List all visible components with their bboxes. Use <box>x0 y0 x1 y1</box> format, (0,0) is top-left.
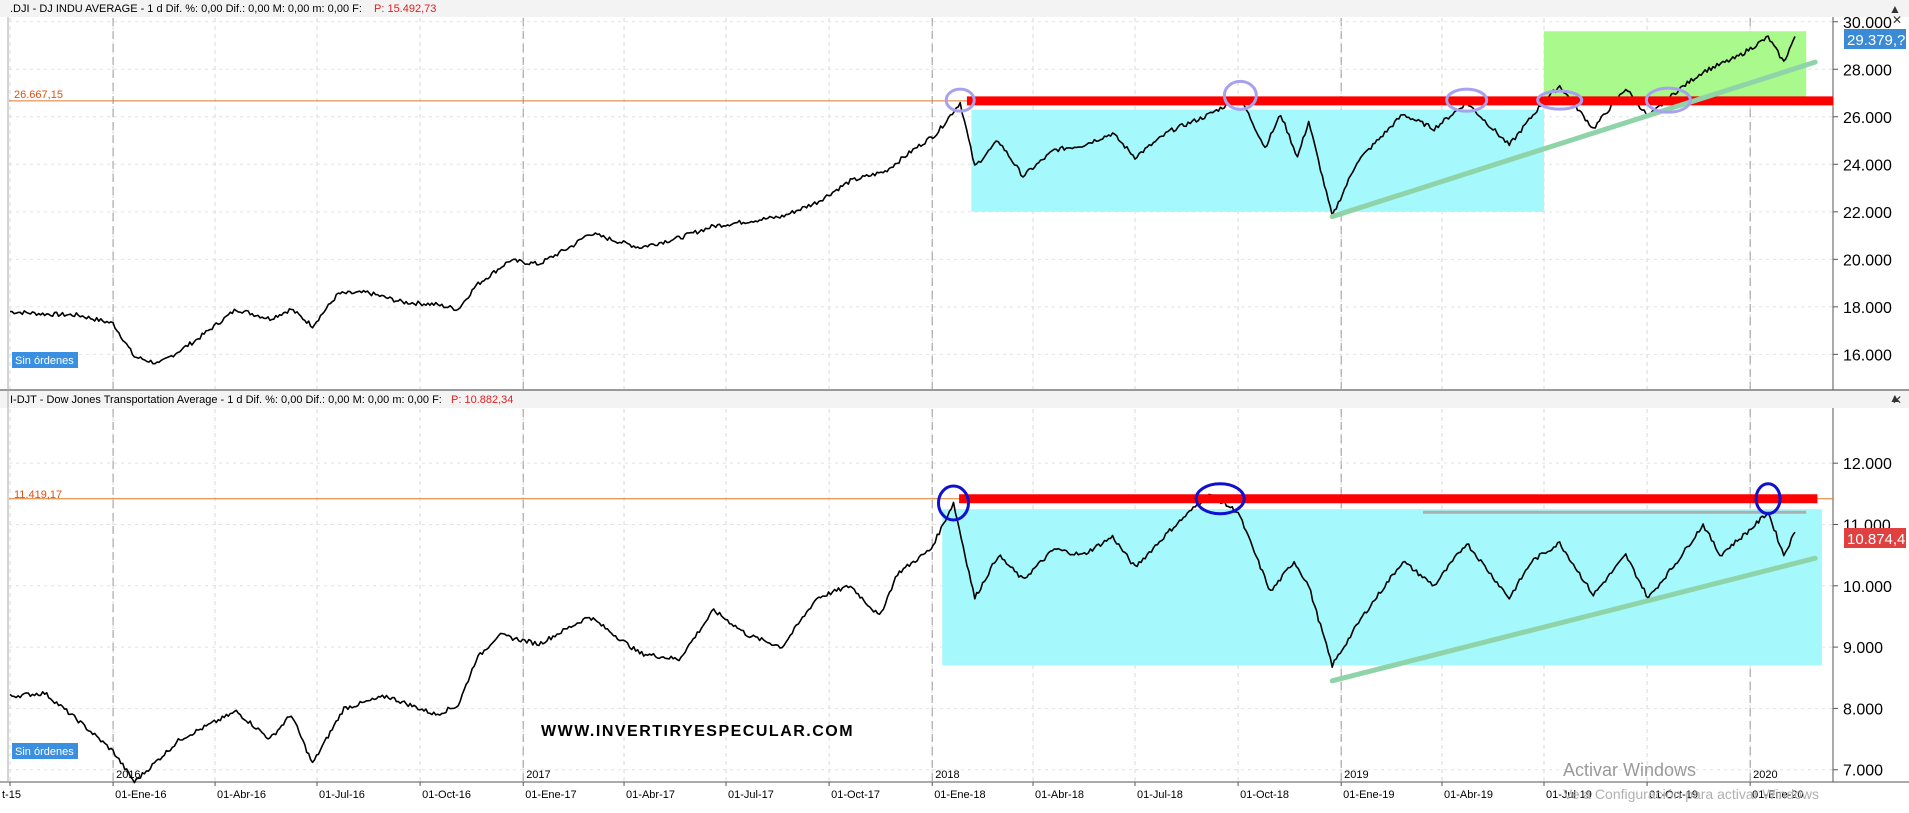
djt-top-marker <box>1754 482 1782 516</box>
dji-y-tick-label: 20.000 <box>1843 252 1892 269</box>
year-label: 2020 <box>1753 769 1777 781</box>
dji-y-tick-label: 18.000 <box>1843 300 1892 317</box>
dji-top-marker <box>944 87 976 113</box>
djt-orders-badge-text: Sin órdenes <box>15 746 74 758</box>
dji-collapse-icon[interactable]: ▲ <box>1889 2 1901 16</box>
price-series <box>9 35 1796 784</box>
dji-top-marker <box>1222 79 1258 111</box>
x-tick-label: 01-Ene-20 <box>1752 789 1803 801</box>
dji-range-box <box>971 109 1545 212</box>
djt-header-value: P: 10.882,34 <box>451 394 513 406</box>
x-tick-label: 01-Oct-16 <box>422 789 471 801</box>
dji-top-marker <box>1536 89 1584 111</box>
dji-close-icon[interactable]: ✕ <box>1892 13 1902 27</box>
djt-resistance-label: 11.419,17 <box>14 489 62 501</box>
djt-y-tick-label: 8.000 <box>1843 701 1883 718</box>
x-tick-label: 01-Abr-17 <box>626 789 675 801</box>
djt-y-tick-label: 10.000 <box>1843 579 1892 596</box>
year-label: 2016 <box>116 769 140 781</box>
djt-last-price: 10.874,4 <box>1847 531 1905 548</box>
x-tick-label: 01-Jul-17 <box>728 789 774 801</box>
dji-breakout-box <box>1544 31 1807 105</box>
dji-top-marker <box>1644 86 1692 114</box>
x-tick-label: 01-Jul-18 <box>1137 789 1183 801</box>
dji-y-tick-label: 28.000 <box>1843 62 1892 79</box>
dji-header-text: .DJI - DJ INDU AVERAGE - 1 d Dif. %: 0,0… <box>10 3 362 15</box>
activation-title: Activar Windows <box>1563 760 1696 780</box>
dji-last-price-tag <box>1844 29 1906 49</box>
dji-y-tick-label: 16.000 <box>1843 347 1892 364</box>
dji-header-value: P: 15.492,73 <box>374 3 436 15</box>
activation-subtitle: Ve a Configuración para activar Windows <box>1563 786 1819 802</box>
trendlines <box>1329 59 1818 684</box>
djt-range-box <box>942 509 1822 666</box>
dji-header-bar <box>0 0 1909 17</box>
djt-top-marker <box>936 484 970 522</box>
x-tick-label: 01-Abr-19 <box>1444 789 1493 801</box>
x-tick-labels: t-15 01-Ene-16 01-Abr-16 01-Jul-16 01-Oct-16… <box>2 769 1804 801</box>
x-tick-label: 01-Ene-17 <box>525 789 576 801</box>
djt-price-line <box>9 493 1796 784</box>
x-tick-label: 01-Ene-16 <box>115 789 166 801</box>
djt-y-tick-label: 9.000 <box>1843 640 1883 657</box>
dji-resistance-label: 26.667,15 <box>14 89 63 101</box>
dji-y-tick-label: 26.000 <box>1843 110 1892 127</box>
dji-last-price: 29.379,?? <box>1847 32 1909 49</box>
djt-trendline <box>1329 555 1818 684</box>
djt-close-icon[interactable]: ✕ <box>1892 393 1902 407</box>
x-tick-label: 01-Abr-18 <box>1035 789 1084 801</box>
djt-collapse-icon[interactable]: ▲ <box>1889 391 1901 405</box>
djt-orders-badge[interactable] <box>12 743 78 759</box>
x-tick-label: 01-Jul-19 <box>1546 789 1592 801</box>
djt-y-tick-label: 7.000 <box>1843 763 1883 780</box>
djt-header-text: I-DJT - Dow Jones Transportation Average… <box>10 394 442 406</box>
djt-top-marker <box>1194 482 1246 516</box>
grid-lines <box>9 18 1833 781</box>
djt-header-bar <box>0 390 1909 408</box>
dji-y-tick-label: 24.000 <box>1843 157 1892 174</box>
x-tick-label: 01-Oct-19 <box>1649 789 1698 801</box>
x-tick-label: 01-Jul-16 <box>319 789 365 801</box>
djt-y-tick-label: 12.000 <box>1843 456 1892 473</box>
dji-trendline <box>1329 59 1818 220</box>
dji-price-line <box>9 35 1796 365</box>
dji-top-marker <box>1445 87 1489 113</box>
dji-y-tick-label: 22.000 <box>1843 205 1892 222</box>
year-label: 2019 <box>1344 769 1368 781</box>
x-tick-label: 01-Ene-18 <box>934 789 985 801</box>
year-label: 2018 <box>935 769 959 781</box>
watermark: WWW.INVERTIRYESPECULAR.COM <box>541 723 854 740</box>
x-tick-label: t-15 <box>2 789 21 801</box>
y-tick-labels: 16.000 18.000 20.000 22.000 24.000 26.000 28.0… <box>1833 15 1892 780</box>
dji-y-tick-label: 30.000 <box>1843 15 1892 32</box>
djt-last-price-tag <box>1844 528 1906 548</box>
year-label: 2017 <box>526 769 550 781</box>
dji-orders-badge[interactable] <box>12 352 78 368</box>
top-markers <box>936 79 1782 522</box>
dji-orders-badge-text: Sin órdenes <box>15 355 74 367</box>
x-tick-label: 01-Oct-17 <box>831 789 880 801</box>
x-tick-label: 01-Abr-16 <box>217 789 266 801</box>
x-tick-label: 01-Ene-19 <box>1343 789 1394 801</box>
annotation-boxes <box>942 31 1822 666</box>
x-tick-label: 01-Oct-18 <box>1240 789 1289 801</box>
